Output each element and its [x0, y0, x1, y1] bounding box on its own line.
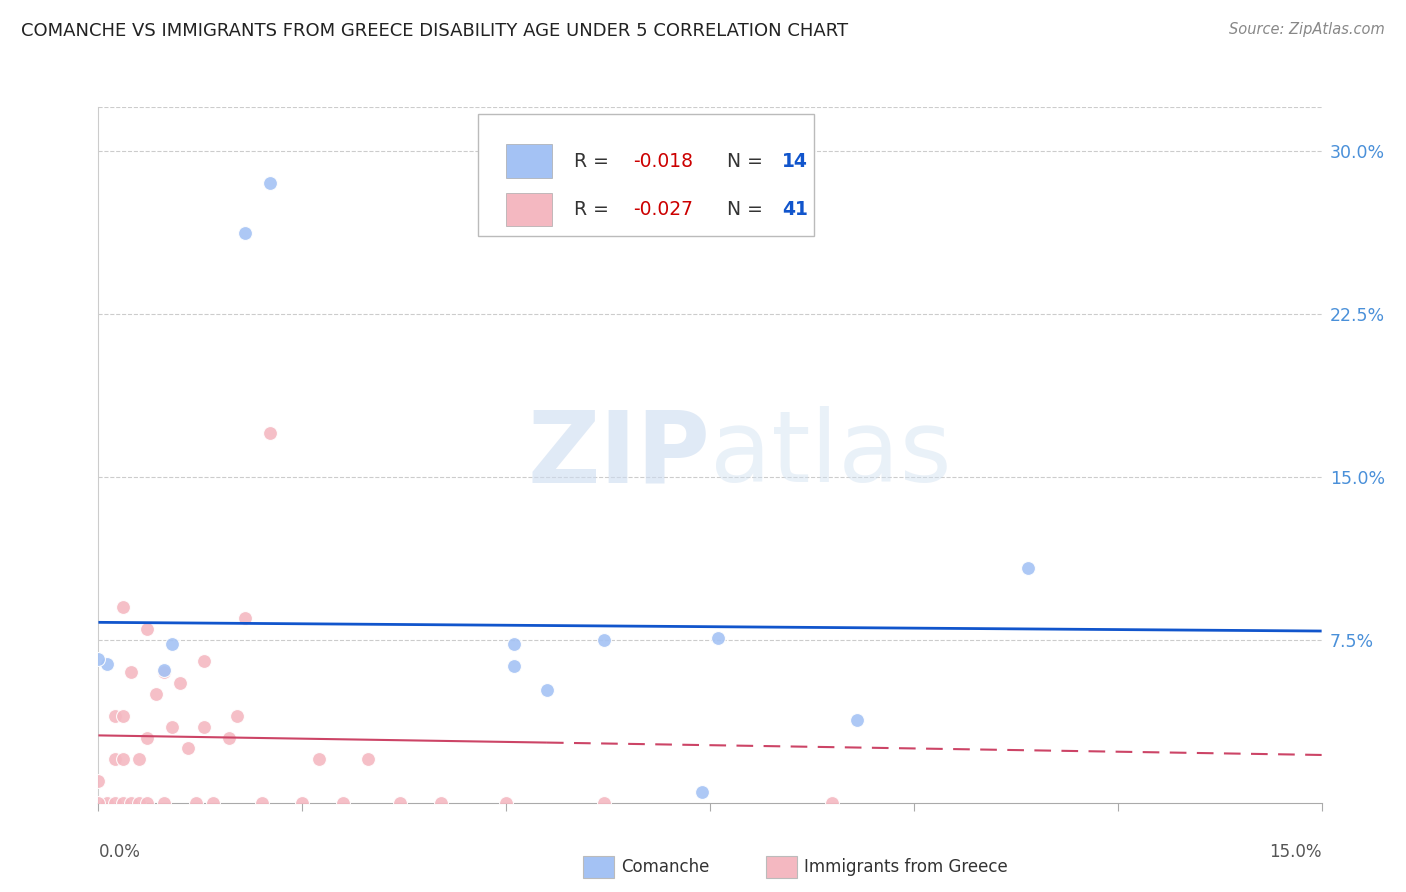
- Text: N =: N =: [714, 200, 769, 219]
- Point: [1017, 561, 1039, 575]
- Y-axis label: Disability Age Under 5: Disability Age Under 5: [0, 362, 8, 548]
- Point: [845, 713, 868, 727]
- Text: -0.018: -0.018: [633, 152, 693, 170]
- Point: [233, 226, 256, 240]
- Point: [87, 796, 110, 810]
- Point: [136, 622, 159, 636]
- Point: [186, 796, 208, 810]
- Point: [503, 658, 526, 673]
- Point: [291, 796, 314, 810]
- Text: -0.027: -0.027: [633, 200, 693, 219]
- Text: N =: N =: [714, 152, 769, 170]
- Point: [111, 600, 134, 615]
- Point: [111, 708, 134, 723]
- Point: [87, 652, 110, 666]
- Point: [389, 796, 412, 810]
- Point: [233, 611, 256, 625]
- Point: [332, 796, 354, 810]
- Point: [536, 682, 558, 697]
- Point: [593, 632, 616, 647]
- Point: [821, 796, 844, 810]
- Bar: [506, 145, 553, 178]
- Point: [218, 731, 240, 745]
- Text: ZIP: ZIP: [527, 407, 710, 503]
- Point: [177, 741, 200, 756]
- Point: [430, 796, 453, 810]
- Point: [152, 663, 174, 677]
- Text: 41: 41: [782, 200, 808, 219]
- Point: [87, 774, 110, 789]
- Point: [193, 720, 215, 734]
- Point: [259, 176, 281, 190]
- Point: [707, 631, 730, 645]
- Point: [104, 752, 127, 766]
- Text: 14: 14: [782, 152, 808, 170]
- Point: [152, 665, 174, 680]
- Point: [495, 796, 517, 810]
- Point: [96, 796, 118, 810]
- Point: [226, 708, 249, 723]
- FancyBboxPatch shape: [478, 114, 814, 235]
- Point: [259, 426, 281, 441]
- Point: [193, 655, 215, 669]
- Point: [160, 720, 183, 734]
- Point: [96, 657, 118, 671]
- Point: [136, 731, 159, 745]
- Bar: [506, 193, 553, 226]
- Point: [104, 708, 127, 723]
- Text: Comanche: Comanche: [621, 858, 710, 876]
- Point: [104, 796, 127, 810]
- Text: Source: ZipAtlas.com: Source: ZipAtlas.com: [1229, 22, 1385, 37]
- Point: [136, 796, 159, 810]
- Text: R =: R =: [574, 152, 616, 170]
- Text: R =: R =: [574, 200, 616, 219]
- Point: [120, 796, 142, 810]
- Text: 0.0%: 0.0%: [98, 843, 141, 861]
- Point: [690, 785, 713, 799]
- Point: [503, 637, 526, 651]
- Text: 15.0%: 15.0%: [1270, 843, 1322, 861]
- Point: [593, 796, 616, 810]
- Point: [308, 752, 330, 766]
- Point: [128, 796, 150, 810]
- Text: COMANCHE VS IMMIGRANTS FROM GREECE DISABILITY AGE UNDER 5 CORRELATION CHART: COMANCHE VS IMMIGRANTS FROM GREECE DISAB…: [21, 22, 848, 40]
- Point: [111, 796, 134, 810]
- Text: Immigrants from Greece: Immigrants from Greece: [804, 858, 1008, 876]
- Point: [111, 752, 134, 766]
- Point: [152, 796, 174, 810]
- Point: [201, 796, 224, 810]
- Point: [145, 687, 167, 701]
- Point: [128, 752, 150, 766]
- Point: [160, 637, 183, 651]
- Point: [120, 665, 142, 680]
- Point: [250, 796, 273, 810]
- Point: [169, 676, 191, 690]
- Text: atlas: atlas: [710, 407, 952, 503]
- Point: [356, 752, 378, 766]
